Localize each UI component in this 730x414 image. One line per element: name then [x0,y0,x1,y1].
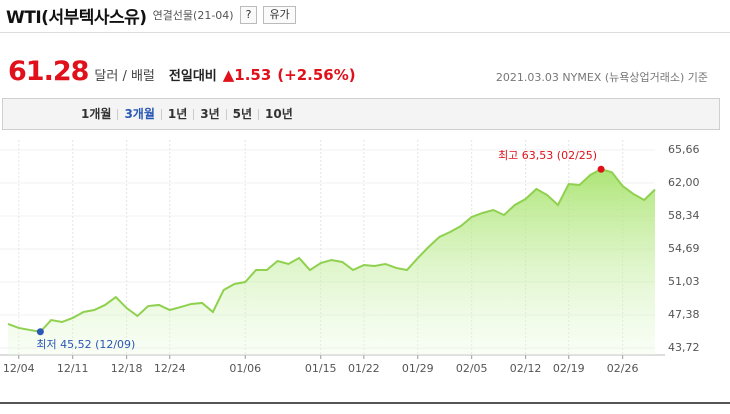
x-tick-label: 01/22 [348,362,380,375]
price-row: 61.28 달러 / 배럴 전일대비 ▲1.53 (+2.56%) [8,56,356,87]
price-value: 61.28 [8,56,89,87]
change-label: 전일대비 [168,69,217,84]
date-info: 2021.03.03 NYMEX (뉴욕상업거래소) 기준 [496,69,708,85]
header: WTI(서부텍사스유) 연결선물(21-04) ? 유가 [6,4,296,28]
period-tab[interactable]: 10년 [258,108,299,120]
y-tick-label: 65,66 [668,143,700,156]
y-tick-label: 62,00 [668,176,700,189]
x-tick-label: 12/18 [111,362,143,375]
y-tick-label: 51,03 [668,275,700,288]
period-tabs: 1개월 3개월 1년 3년 5년 10년 [2,98,720,130]
period-tab[interactable]: 1년 [160,108,193,120]
change: ▲1.53 [222,66,272,84]
x-tick-label: 12/24 [154,362,186,375]
y-tick-label: 47,38 [668,308,700,321]
date: 2021.03.03 [495,71,559,84]
y-tick-label: 54,69 [668,242,700,255]
x-tick-label: 02/05 [456,362,488,375]
period-tab[interactable]: 1개월 [81,106,112,121]
x-tick-label: 01/29 [402,362,434,375]
title: WTI(서부텍사스유) [6,7,147,28]
chart: 43,72 47,38 51,03 54,69 58,34 62,00 65,66 12/04… [0,140,700,375]
help-button[interactable]: ? [239,6,258,24]
y-tick-label: 43,72 [668,341,700,354]
min-point [36,328,44,336]
bottom-line [0,402,730,404]
x-tick-label: 02/19 [553,362,585,375]
source: NYMEX (뉴욕상업거래소) 기준 [562,71,708,84]
line [7,168,656,333]
area [8,169,655,355]
x-tick-label: 02/12 [510,362,542,375]
max-label: 최고 63,53 (02/25) [498,149,597,162]
x-tick-label: 12/11 [57,362,89,375]
max-point [597,165,605,173]
x-tick-label: 12/04 [3,362,35,375]
period-tab[interactable]: 5년 [225,108,258,120]
period-tab[interactable]: 3년 [193,108,225,120]
min-label: 최저 45,52 (12/09) [36,338,135,351]
change-pct: (+2.56%) [277,66,356,84]
divider [0,32,730,33]
x-tick-label: 01/15 [305,362,337,375]
x-tick-label: 02/26 [607,362,639,375]
y-tick-label: 58,34 [668,209,700,222]
price-unit: 달러 / 배럴 [94,69,155,84]
subtitle: 연결선물(21-04) [152,9,234,22]
period-tab[interactable]: 3개월 [117,108,160,120]
x-tick-label: 01/06 [229,362,261,375]
link-button[interactable]: 유가 [263,6,296,24]
